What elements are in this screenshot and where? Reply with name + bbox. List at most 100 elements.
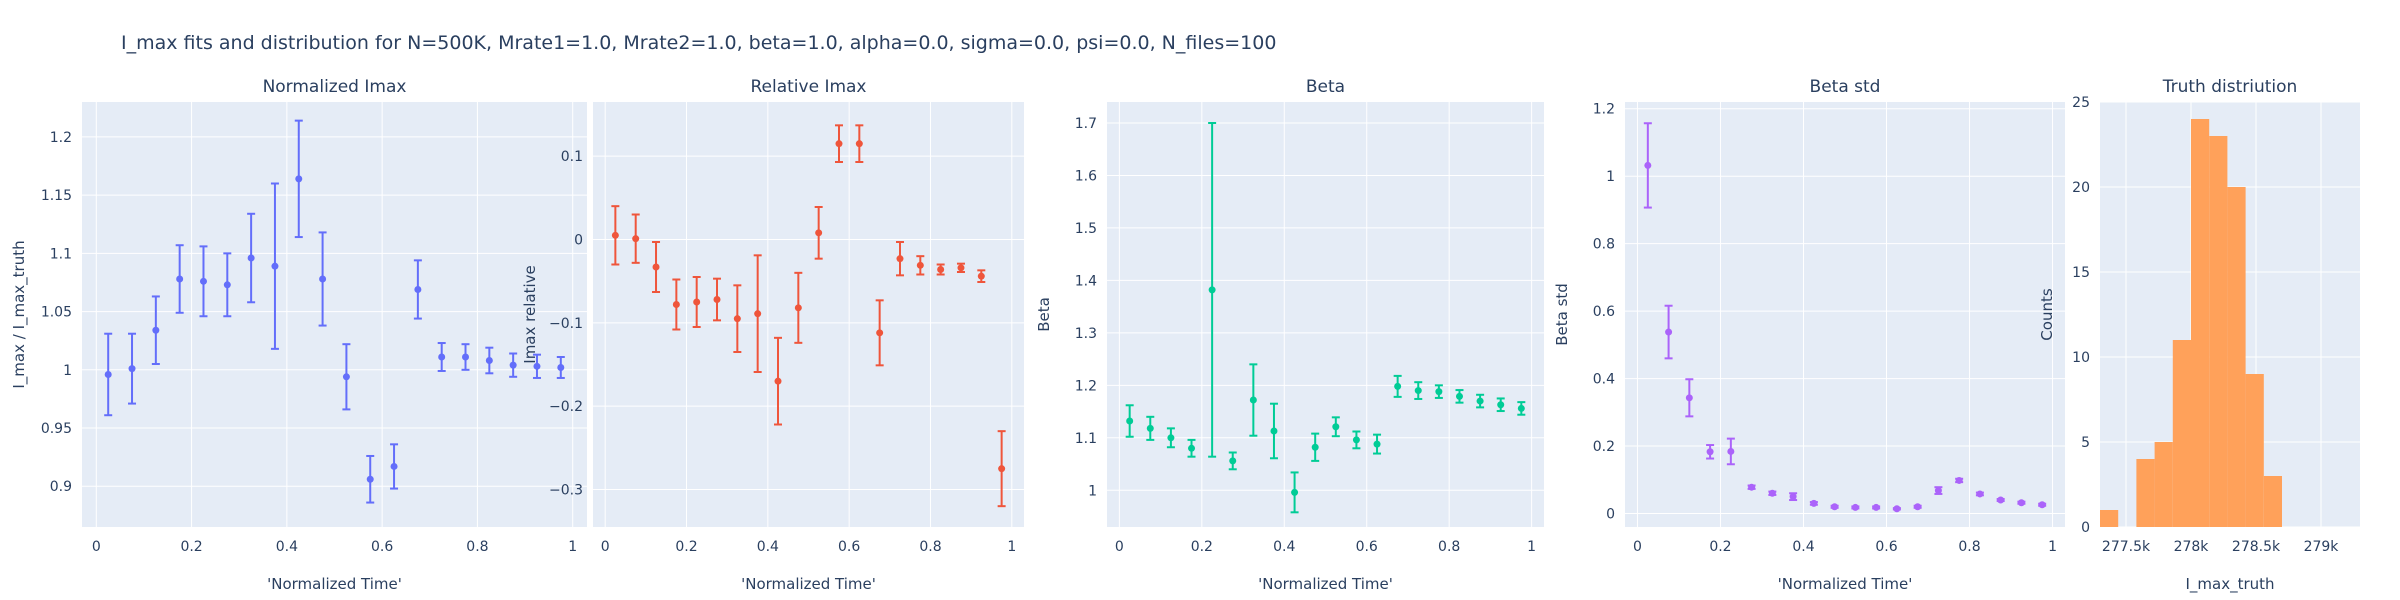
data-point	[1352, 436, 1360, 444]
panel-1: 0 0.2 0.4 0.6 0.8 1 0.9 0.95 1 1.05 1.1 1.15 1.2 Norm…	[10, 77, 587, 593]
x-tick-label: 0.4	[1792, 539, 1814, 555]
data-point	[1517, 404, 1525, 412]
data-point	[1768, 489, 1776, 497]
data-point	[1831, 503, 1839, 511]
x-tick-label: 0.6	[371, 539, 393, 555]
data-point	[1188, 444, 1196, 452]
x-tick-label: 0.8	[1958, 539, 1980, 555]
subplot-title: Truth distriution	[2162, 77, 2298, 97]
data-point	[1997, 496, 2005, 504]
x-tick-label: 0.2	[1709, 539, 1731, 555]
data-point	[1851, 503, 1859, 511]
data-point	[876, 329, 884, 337]
panel-4: 0 0.2 0.4 0.6 0.8 1 0 0.2 0.4 0.6 0.8 1 1.2 Beta std '…	[1553, 77, 2065, 593]
x-tick-label: 1	[1527, 539, 1536, 555]
data-point	[342, 373, 350, 381]
y-axis-label: Beta std	[1553, 283, 1571, 346]
x-tick-label: 0.2	[180, 539, 202, 555]
y-tick-label: 1.15	[41, 188, 72, 204]
y-tick-label: 1	[1088, 483, 1097, 499]
y-tick-label: 1	[63, 363, 72, 379]
data-point	[1810, 499, 1818, 507]
data-point	[1208, 286, 1216, 294]
histogram-bar	[2172, 340, 2191, 527]
data-point	[1934, 487, 1942, 495]
data-point	[794, 304, 802, 312]
y-tick-label: −0.3	[549, 483, 583, 499]
y-axis-label: Counts	[2038, 288, 2056, 341]
x-tick-label: 0.4	[757, 539, 779, 555]
x-tick-label: 0.8	[466, 539, 488, 555]
data-point	[1332, 423, 1340, 431]
x-tick-label: 1	[1007, 539, 1016, 555]
data-point	[223, 281, 231, 289]
histogram-bar	[2209, 136, 2228, 527]
y-tick-label: 1	[1606, 169, 1615, 185]
data-point	[271, 262, 279, 270]
y-tick-label: 20	[2072, 180, 2090, 196]
data-point	[1414, 387, 1422, 395]
data-point	[462, 353, 470, 361]
x-axis-label: 'Normalized Time'	[741, 575, 876, 593]
data-point	[485, 356, 493, 364]
y-tick-label: 25	[2072, 95, 2090, 111]
y-tick-label: 0	[2081, 520, 2090, 536]
data-point	[1685, 394, 1693, 402]
data-point	[916, 261, 924, 269]
x-tick-label: 0	[92, 539, 101, 555]
x-tick-label: 278k	[2174, 539, 2210, 555]
data-point	[855, 140, 863, 148]
data-point	[128, 365, 136, 373]
data-point	[1497, 401, 1505, 409]
y-tick-label: 1.1	[50, 246, 72, 262]
data-point	[2017, 499, 2025, 507]
data-point	[247, 254, 255, 262]
x-tick-label: 0	[601, 539, 610, 555]
y-tick-label: 1.5	[1075, 221, 1097, 237]
subplot-title: Beta	[1306, 77, 1345, 97]
y-axis-label: Imax relative	[521, 265, 539, 363]
data-point	[1644, 161, 1652, 169]
data-point	[1665, 328, 1673, 336]
x-tick-label: 0.8	[1438, 539, 1460, 555]
data-point	[1270, 427, 1278, 435]
x-tick-label: 0.2	[675, 539, 697, 555]
data-point	[319, 275, 327, 283]
histogram-bar	[2154, 442, 2173, 527]
data-point	[1976, 490, 1984, 498]
y-tick-label: 0	[1606, 507, 1615, 523]
data-point	[366, 475, 374, 483]
data-point	[672, 301, 680, 308]
panel-3: 0 0.2 0.4 0.6 0.8 1 1 1.1 1.2 1.3 1.4 1.5 1.6 1.7 Beta…	[1035, 77, 1544, 593]
y-tick-label: 0.4	[1593, 372, 1615, 388]
y-tick-label: 1.6	[1075, 168, 1097, 184]
data-point	[835, 140, 843, 148]
y-tick-label: 10	[2072, 350, 2090, 366]
data-point	[1373, 440, 1381, 448]
x-tick-label: 0.8	[919, 539, 941, 555]
x-tick-label: 0.4	[1273, 539, 1295, 555]
y-tick-label: 1.2	[1593, 102, 1615, 118]
x-tick-label: 0.6	[838, 539, 860, 555]
chart-title: I_max fits and distribution for N=500K, …	[121, 32, 1277, 54]
data-point	[390, 462, 398, 470]
data-point	[509, 361, 517, 369]
data-point	[957, 264, 965, 272]
y-tick-label: 15	[2072, 265, 2090, 281]
data-point	[754, 310, 762, 318]
data-point	[533, 362, 541, 370]
data-point	[199, 277, 207, 285]
y-axis-label: I_max / I_max_truth	[10, 240, 29, 388]
histogram-bar	[2136, 459, 2155, 527]
subplot-title: Normalized Imax	[263, 77, 407, 97]
data-point	[557, 363, 565, 371]
y-tick-label: −0.2	[549, 399, 583, 415]
panel-2: 0 0.2 0.4 0.6 0.8 1 −0.3 −0.2 −0.1 0 0.1 Relative I…	[521, 77, 1024, 593]
data-point	[713, 296, 721, 303]
histogram-bar	[2245, 374, 2264, 527]
x-tick-label: 278.5k	[2232, 539, 2281, 555]
plot-area	[593, 102, 1024, 527]
data-point	[1727, 447, 1735, 455]
x-axis-label: 'Normalized Time'	[1778, 575, 1913, 593]
